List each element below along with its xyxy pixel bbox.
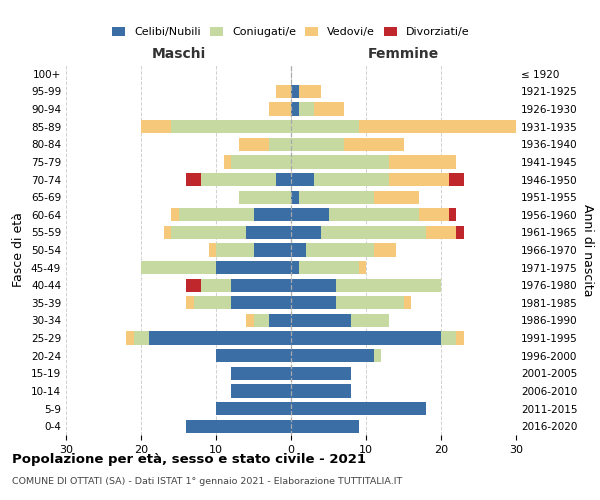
Bar — [456, 226, 464, 239]
Bar — [359, 120, 554, 134]
Bar — [231, 296, 291, 310]
Bar — [291, 85, 299, 98]
Bar — [186, 278, 201, 292]
Bar — [291, 402, 426, 415]
Bar — [216, 402, 291, 415]
Bar — [201, 278, 231, 292]
Bar — [231, 384, 291, 398]
Bar — [456, 332, 464, 344]
Text: Femmine: Femmine — [368, 48, 439, 62]
Bar — [291, 190, 299, 204]
Bar — [246, 314, 254, 327]
Bar — [306, 244, 373, 256]
Bar — [389, 156, 456, 168]
Bar — [291, 226, 321, 239]
Bar — [269, 102, 291, 116]
Bar — [343, 138, 404, 151]
Bar — [299, 190, 373, 204]
Bar — [419, 208, 449, 222]
Bar — [193, 296, 231, 310]
Bar — [373, 244, 396, 256]
Bar — [291, 420, 359, 433]
Bar — [163, 226, 171, 239]
Bar — [299, 102, 314, 116]
Bar — [299, 261, 359, 274]
Bar — [133, 332, 149, 344]
Bar — [373, 349, 381, 362]
Bar — [314, 102, 343, 116]
Bar — [239, 190, 291, 204]
Text: COMUNE DI OTTATI (SA) - Dati ISTAT 1° gennaio 2021 - Elaborazione TUTTITALIA.IT: COMUNE DI OTTATI (SA) - Dati ISTAT 1° ge… — [12, 478, 402, 486]
Text: Popolazione per età, sesso e stato civile - 2021: Popolazione per età, sesso e stato civil… — [12, 452, 366, 466]
Bar — [291, 244, 306, 256]
Bar — [141, 120, 171, 134]
Bar — [291, 208, 329, 222]
Bar — [291, 296, 336, 310]
Bar — [291, 349, 373, 362]
Bar — [314, 173, 389, 186]
Bar — [291, 314, 351, 327]
Legend: Celibi/Nubili, Coniugati/e, Vedovi/e, Divorziati/e: Celibi/Nubili, Coniugati/e, Vedovi/e, Di… — [108, 22, 474, 42]
Bar — [291, 261, 299, 274]
Bar — [246, 226, 291, 239]
Bar — [254, 208, 291, 222]
Bar — [186, 420, 291, 433]
Bar — [291, 102, 299, 116]
Bar — [426, 226, 456, 239]
Bar — [359, 261, 366, 274]
Bar — [186, 296, 193, 310]
Bar — [149, 332, 291, 344]
Bar — [291, 156, 389, 168]
Bar — [201, 173, 276, 186]
Bar — [231, 156, 291, 168]
Text: Maschi: Maschi — [151, 48, 206, 62]
Bar — [449, 173, 464, 186]
Bar — [291, 120, 359, 134]
Bar — [441, 332, 456, 344]
Bar — [276, 173, 291, 186]
Bar — [291, 173, 314, 186]
Bar — [321, 226, 426, 239]
Bar — [223, 156, 231, 168]
Bar — [269, 314, 291, 327]
Bar — [291, 366, 351, 380]
Bar — [171, 120, 291, 134]
Bar — [126, 332, 133, 344]
Bar — [291, 278, 336, 292]
Bar — [336, 278, 441, 292]
Y-axis label: Anni di nascita: Anni di nascita — [581, 204, 594, 296]
Bar — [171, 208, 179, 222]
Bar — [171, 226, 246, 239]
Bar — [389, 173, 449, 186]
Bar — [276, 85, 291, 98]
Bar — [231, 366, 291, 380]
Bar — [186, 173, 201, 186]
Y-axis label: Fasce di età: Fasce di età — [13, 212, 25, 288]
Bar — [216, 349, 291, 362]
Bar — [449, 208, 456, 222]
Bar — [291, 384, 351, 398]
Bar — [209, 244, 216, 256]
Bar — [179, 208, 254, 222]
Bar — [351, 314, 389, 327]
Bar — [269, 138, 291, 151]
Bar — [373, 190, 419, 204]
Bar — [336, 296, 404, 310]
Bar — [231, 278, 291, 292]
Bar — [216, 244, 254, 256]
Bar — [291, 332, 441, 344]
Bar — [141, 261, 216, 274]
Bar — [291, 138, 343, 151]
Bar — [404, 296, 411, 310]
Bar — [299, 85, 321, 98]
Bar — [239, 138, 269, 151]
Bar — [254, 244, 291, 256]
Bar — [329, 208, 419, 222]
Bar — [216, 261, 291, 274]
Bar — [254, 314, 269, 327]
